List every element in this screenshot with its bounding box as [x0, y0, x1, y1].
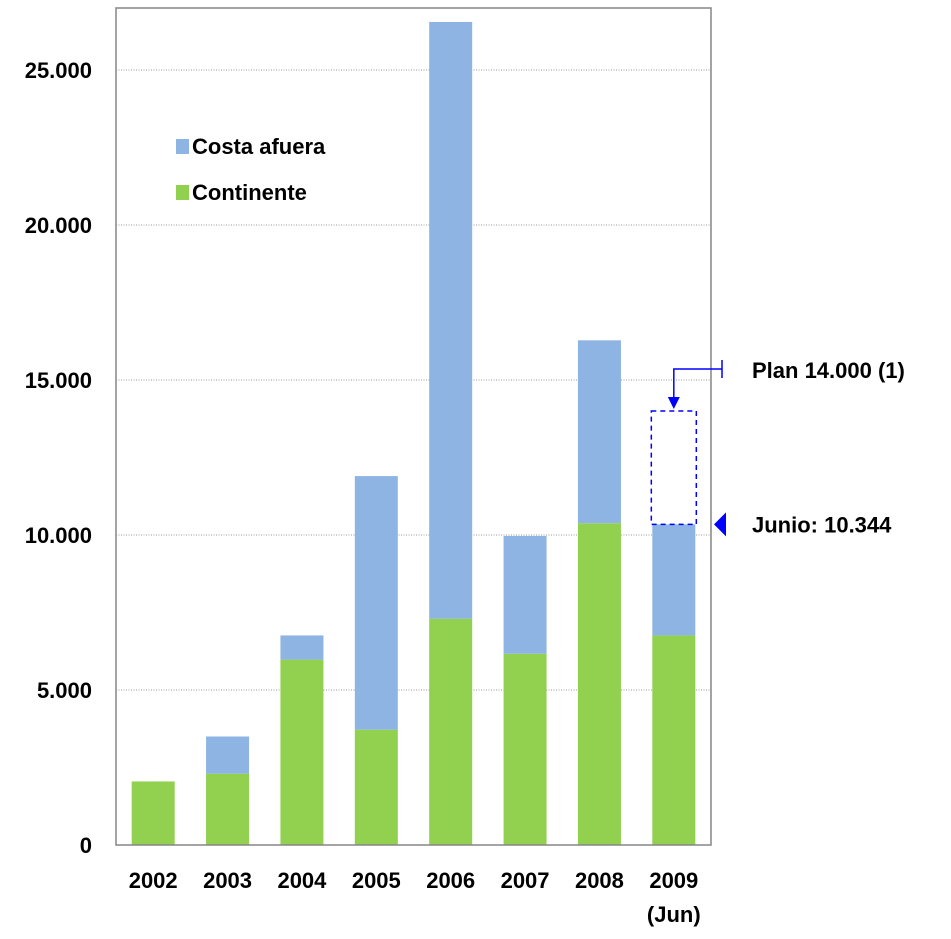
y-tick-label: 5.000: [37, 678, 92, 703]
bar-continente-2003: [206, 773, 250, 845]
x-axis-ticks: 2002 2003 2004 2005 2006 2007 2008 2009 (Jun): [129, 868, 701, 927]
y-tick-label: 20.000: [25, 213, 92, 238]
bar-continente-2006: [429, 618, 473, 845]
plan-target-box: [650, 410, 698, 526]
bar-costa-afuera-2005: [354, 476, 398, 730]
legend-label: Costa afuera: [192, 134, 326, 159]
x-tick-label: 2003: [203, 868, 252, 893]
x-tick-label: 2005: [352, 868, 401, 893]
gridlines: [116, 69, 711, 691]
x-tick-label: 2007: [501, 868, 550, 893]
bar-continente-2004: [280, 659, 324, 845]
bar-costa-afuera-2009: [652, 524, 696, 636]
x-tick-label: 2009: [649, 868, 698, 893]
legend-swatch: [176, 185, 189, 200]
legend: Costa afuera Continente: [176, 134, 326, 205]
bars: [131, 21, 696, 845]
x-tick-sublabel: (Jun): [647, 902, 701, 927]
plan-annotation-label: Plan 14.000 (1): [752, 358, 905, 383]
legend-label: Continente: [192, 180, 307, 205]
x-tick-label: 2008: [575, 868, 624, 893]
annotations: Plan 14.000 (1) Junio: 10.344: [650, 358, 905, 537]
bar-costa-afuera-2007: [503, 535, 547, 654]
x-tick-label: 2004: [277, 868, 327, 893]
bar-costa-afuera-2006: [429, 21, 473, 619]
junio-annotation-label: Junio: 10.344: [752, 512, 892, 537]
plan-leader-line: [673, 368, 722, 397]
plot-area-frame: [115, 7, 712, 846]
bar-continente-2007: [503, 653, 547, 845]
bar-continente-2005: [354, 729, 398, 845]
y-axis-ticks: 0 5.000 10.000 15.000 20.000 25.000: [25, 58, 92, 858]
bar-continente-2002: [131, 781, 175, 845]
x-tick-label: 2006: [426, 868, 475, 893]
y-tick-label: 15.000: [25, 368, 92, 393]
plan-arrowhead: [667, 397, 680, 409]
bar-continente-2009: [652, 635, 696, 845]
bar-costa-afuera-2003: [206, 736, 250, 774]
y-tick-label: 0: [80, 833, 92, 858]
bar-costa-afuera-2004: [280, 635, 324, 660]
y-tick-label: 10.000: [25, 523, 92, 548]
y-tick-label: 25.000: [25, 58, 92, 83]
bar-costa-afuera-2008: [577, 340, 621, 524]
x-tick-label: 2002: [129, 868, 178, 893]
bar-continente-2008: [577, 523, 621, 845]
legend-swatch: [176, 139, 189, 154]
junio-marker-triangle: [714, 512, 726, 537]
